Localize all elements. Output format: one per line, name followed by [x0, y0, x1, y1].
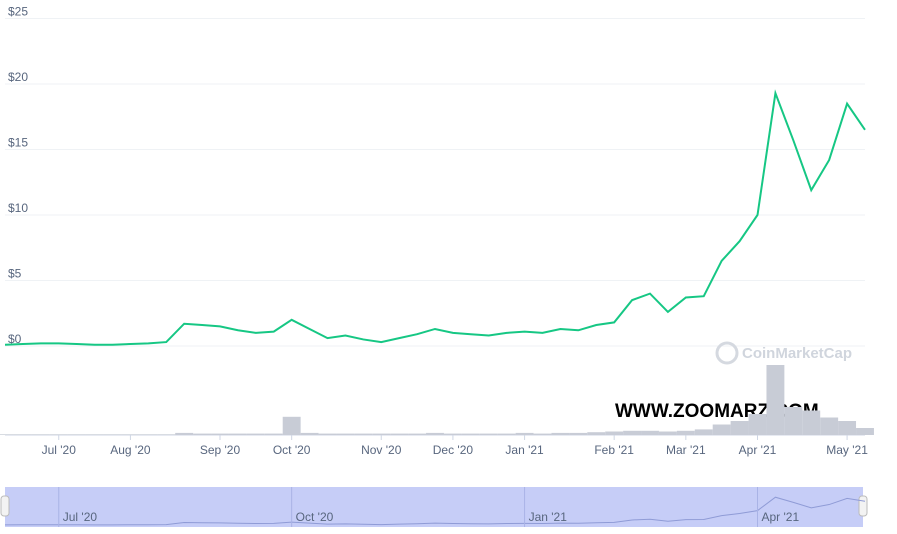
- volume-bar: [587, 432, 606, 435]
- y-tick-label: $20: [8, 70, 28, 84]
- volume-bar: [730, 421, 749, 435]
- volume-bar: [264, 433, 283, 435]
- x-tick-label: Sep '20: [200, 443, 241, 457]
- navigator-line: [4, 496, 866, 526]
- volume-bar: [390, 433, 409, 435]
- volume-bar: [712, 424, 731, 435]
- volume-bar: [211, 433, 229, 435]
- navigator-label: Jan '21: [529, 510, 568, 524]
- volume-bar: [641, 430, 659, 435]
- volume-bar: [623, 430, 642, 435]
- volume-bar: [318, 433, 337, 435]
- volume-bar: [31, 434, 50, 435]
- volume-bar: [300, 432, 319, 435]
- volume-bar: [246, 433, 265, 435]
- volume-bar: [658, 431, 677, 435]
- volume-bar: [408, 433, 427, 435]
- volume-bar: [354, 433, 373, 435]
- volume-bar: [748, 414, 767, 435]
- volume-bar: [479, 433, 498, 435]
- volume-bar: [605, 431, 624, 435]
- volume-bar: [784, 407, 803, 435]
- watermark-logo: [715, 341, 739, 365]
- volume-bar: [694, 429, 713, 435]
- navigator-handle[interactable]: [858, 495, 868, 517]
- volume-bar: [426, 432, 444, 435]
- watermark: CoinMarketCap: [742, 345, 852, 362]
- x-tick-label: Mar '21: [666, 443, 706, 457]
- volume-bar: [0, 434, 14, 435]
- x-tick-label: Oct '20: [273, 443, 311, 457]
- volume-bar: [856, 428, 874, 435]
- x-tick-label: Dec '20: [433, 443, 474, 457]
- x-tick-label: Jan '21: [505, 443, 544, 457]
- volume-bar: [443, 433, 462, 435]
- volume-bar: [766, 365, 785, 435]
- volume-bar: [175, 432, 194, 435]
- x-tick-label: May '21: [826, 443, 868, 457]
- navigator-label: Apr '21: [762, 510, 800, 524]
- volume-bar: [461, 433, 480, 435]
- volume-bar: [551, 432, 570, 435]
- volume-bar: [139, 434, 158, 435]
- volume-bar: [497, 433, 516, 435]
- x-tick-label: Nov '20: [361, 443, 402, 457]
- volume-bar: [85, 434, 104, 435]
- volume-bar: [676, 430, 695, 435]
- volume-bar: [103, 434, 122, 435]
- volume-bar: [282, 416, 301, 435]
- volume-bar: [533, 433, 552, 435]
- volume-bar: [67, 434, 86, 435]
- x-tick-label: Jul '20: [42, 443, 77, 457]
- navigator-label: Oct '20: [296, 510, 334, 524]
- volume-bar: [49, 434, 68, 435]
- navigator-label: Jul '20: [63, 510, 98, 524]
- volume-bar: [336, 433, 355, 435]
- x-tick-label: Feb '21: [594, 443, 634, 457]
- volume-bar: [802, 410, 821, 435]
- price-line: [4, 89, 866, 346]
- volume-bar: [820, 417, 839, 435]
- navigator-handle[interactable]: [0, 495, 10, 517]
- y-tick-label: $15: [8, 136, 28, 150]
- volume-bar: [13, 434, 32, 435]
- y-tick-label: $5: [8, 267, 22, 281]
- volume-bar: [228, 433, 247, 435]
- y-tick-label: $0: [8, 332, 22, 346]
- volume-bar: [157, 434, 176, 435]
- x-tick-label: Aug '20: [110, 443, 151, 457]
- y-tick-label: $10: [8, 201, 28, 215]
- volume-bar: [193, 433, 212, 435]
- navigator-band[interactable]: [5, 487, 863, 527]
- volume-bar: [569, 432, 588, 435]
- volume-bar: [372, 433, 391, 435]
- volume-bar: [838, 421, 857, 435]
- volume-bar: [515, 432, 534, 435]
- y-tick-label: $25: [8, 5, 28, 19]
- volume-bar: [121, 434, 140, 435]
- x-tick-label: Apr '21: [739, 443, 777, 457]
